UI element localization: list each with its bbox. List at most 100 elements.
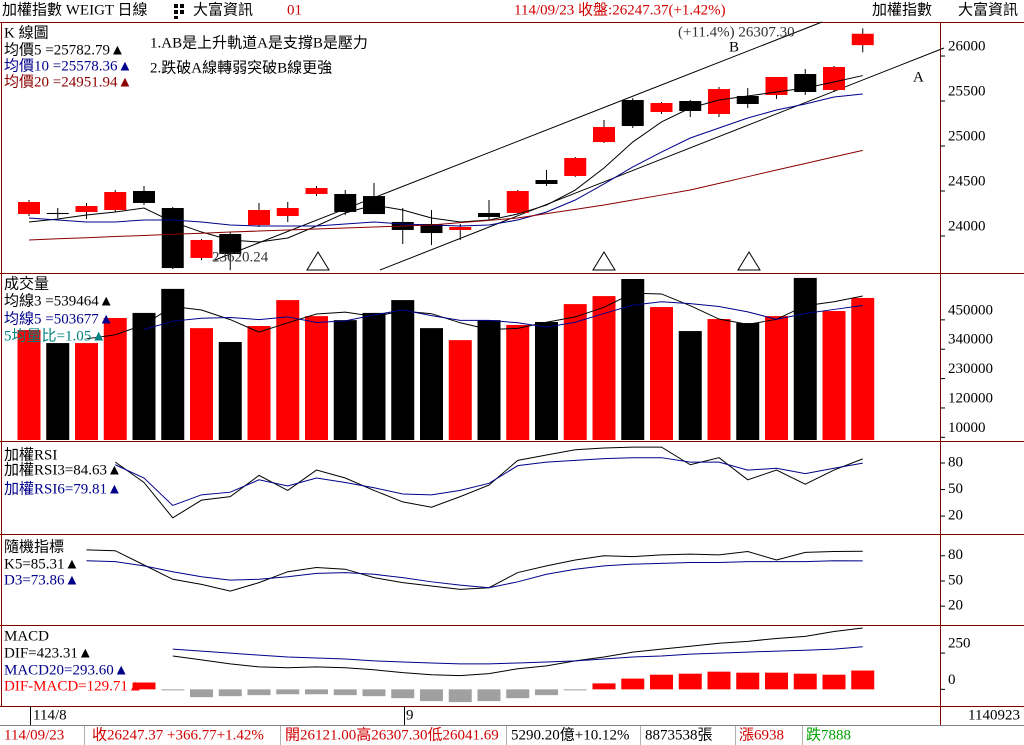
candle-body	[305, 188, 328, 194]
indicator-line	[86, 549, 863, 592]
indicator-line	[86, 292, 863, 340]
legend-label: D3=73.86▲	[4, 572, 79, 588]
legend-label: 均線5 =503677▲	[4, 310, 114, 327]
status-turnover: 5290.20億+10.12%	[511, 726, 629, 743]
panel-plot	[132, 627, 875, 703]
bar	[448, 689, 472, 703]
indicator-line	[114, 446, 863, 519]
candle-body	[736, 95, 759, 104]
y-tick-label: 25500	[948, 83, 986, 99]
panel-plot	[114, 446, 863, 519]
bar	[362, 312, 386, 440]
y-tick-label: 50	[948, 481, 963, 497]
annotation: A	[913, 69, 924, 85]
panel-frame	[0, 22, 1024, 726]
y-tick-label: 230000	[948, 361, 993, 377]
annotation: 5均量比=1.05▲	[4, 327, 106, 344]
bar	[362, 689, 386, 697]
bar	[851, 670, 875, 690]
bar	[276, 300, 300, 440]
bar	[333, 689, 357, 696]
bar	[506, 324, 530, 440]
bar	[305, 689, 328, 695]
y-tick-label: 24000	[948, 218, 986, 234]
status-advancers: 漲6938	[739, 726, 784, 743]
legend-label: MACD20=293.60▲	[4, 662, 129, 678]
candle-body	[276, 208, 299, 217]
grid-icon	[174, 4, 184, 19]
panel-plot	[17, 277, 875, 440]
bar	[333, 320, 357, 440]
status-decliners: 跌7888	[806, 726, 851, 743]
bar	[132, 682, 156, 690]
bar	[621, 279, 645, 440]
panel-title: 加權RSI	[4, 446, 57, 463]
candle-body	[593, 127, 615, 143]
bar	[161, 689, 185, 691]
legend-label: 加權RSI6=79.81▲	[4, 480, 122, 497]
candle-body	[46, 212, 69, 215]
annotation: 1.AB是上升軌道A是支撐B是壓力	[150, 34, 368, 51]
status-volume: 8873538張	[645, 727, 713, 743]
bar	[592, 683, 616, 690]
panel-title: 隨機指標	[4, 538, 64, 555]
y-tick-label: 450000	[948, 302, 993, 318]
annotation: B	[729, 39, 739, 55]
candle-body	[621, 100, 644, 127]
bar	[46, 343, 70, 440]
bar	[822, 674, 846, 690]
indicator-line	[143, 301, 863, 330]
status-date: 114/09/23	[4, 727, 64, 743]
bar	[75, 343, 98, 440]
bar	[218, 342, 242, 440]
bar	[822, 311, 846, 440]
candle-body	[75, 206, 98, 212]
candle-body	[823, 66, 845, 91]
panel-title: K 線圖	[4, 24, 49, 41]
signal-triangles	[306, 251, 761, 271]
bar	[851, 297, 875, 440]
bar	[793, 277, 817, 440]
bar	[103, 317, 127, 440]
bar	[650, 674, 673, 690]
legend-label: DIF-MACD=129.71▲	[4, 678, 143, 694]
bar	[736, 672, 760, 690]
candle-body	[219, 234, 242, 255]
bar	[793, 673, 817, 690]
candle-body	[133, 191, 155, 203]
status-ohl: 開26121.00高26307.30低26041.69	[285, 726, 499, 743]
candle-body	[18, 201, 40, 215]
bar	[477, 320, 501, 440]
x-tick-label: 1140923	[968, 707, 1020, 723]
panel-plot	[86, 549, 863, 592]
bar	[190, 689, 213, 698]
y-tick-label: 50	[948, 572, 963, 588]
bar	[707, 671, 731, 690]
bar	[391, 300, 415, 440]
annotation: (+11.4%) 26307.30	[678, 24, 795, 40]
y-tick-label: 80	[948, 454, 963, 470]
bar	[592, 296, 616, 440]
header-quote: 114/09/23 收盤:26247.37(+1.42%)	[514, 1, 726, 18]
y-tick-label: 0	[948, 672, 956, 688]
candle-body	[449, 227, 472, 230]
bar	[247, 325, 271, 440]
y-tick-label: 10000	[948, 420, 986, 436]
header-vendor: 大富資訊	[193, 0, 253, 18]
bar	[161, 288, 185, 440]
y-tick-label: 20	[948, 508, 963, 524]
candle-body	[161, 208, 184, 269]
bar	[218, 689, 242, 697]
candle-body	[506, 191, 529, 213]
legend-label: DIF=423.31▲	[4, 645, 93, 661]
annotation: 2.跌破A線轉弱突破B線更強	[150, 59, 332, 76]
indicator-line	[86, 560, 863, 589]
bar	[678, 331, 702, 440]
legend-label: 加權RSI3=84.63▲	[4, 461, 122, 478]
trend-lines	[214, 21, 945, 271]
bar	[448, 340, 472, 440]
bar	[420, 328, 443, 440]
header-code: 01	[287, 2, 302, 18]
bar	[650, 307, 673, 440]
